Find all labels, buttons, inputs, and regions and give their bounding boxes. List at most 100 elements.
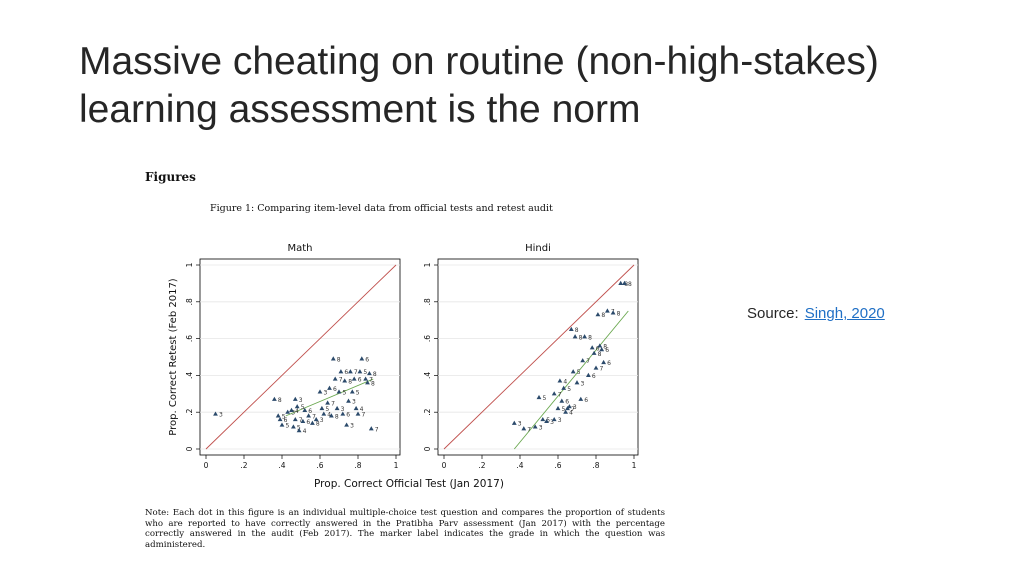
point-label: 6 xyxy=(607,360,611,367)
data-point xyxy=(367,370,372,376)
point-label: 8 xyxy=(588,334,592,341)
point-label: 7 xyxy=(312,413,316,420)
data-point xyxy=(338,369,344,374)
data-point xyxy=(348,369,353,374)
point-label: 5 xyxy=(282,413,286,420)
data-point xyxy=(582,334,587,339)
point-label: 3 xyxy=(573,404,577,411)
point-label: 8 xyxy=(603,343,607,350)
panel-title: Hindi xyxy=(525,243,551,254)
y-tick-label: 1 xyxy=(423,262,432,267)
data-point xyxy=(334,405,340,411)
y-tick-label: .2 xyxy=(185,408,194,415)
data-point xyxy=(355,411,361,416)
point-label: 6 xyxy=(605,347,609,354)
point-label: 3 xyxy=(518,421,522,428)
data-point xyxy=(599,347,605,352)
data-point xyxy=(294,404,300,409)
x-tick-label: .2 xyxy=(240,461,247,470)
x-axis-label: Prop. Correct Official Test (Jan 2017) xyxy=(314,478,504,490)
point-label: 3 xyxy=(350,423,354,430)
point-label: 8 xyxy=(617,310,621,317)
source-link[interactable]: Singh, 2020 xyxy=(804,305,885,322)
data-point xyxy=(544,418,549,423)
data-point xyxy=(570,369,576,374)
data-point xyxy=(357,369,363,374)
y-axis-label: Prop. Correct Retest (Feb 2017) xyxy=(168,278,179,436)
point-label: 4 xyxy=(295,408,299,415)
point-label: 8 xyxy=(337,356,341,363)
data-point xyxy=(601,359,606,365)
point-label: 3 xyxy=(539,424,543,431)
point-label: 7 xyxy=(299,417,303,424)
point-label: 4 xyxy=(303,428,307,435)
data-point xyxy=(351,376,357,381)
point-label: 3 xyxy=(352,399,356,406)
data-point xyxy=(591,350,597,355)
point-label: 7 xyxy=(600,366,604,373)
data-point xyxy=(540,416,546,422)
point-label: 4 xyxy=(327,412,331,419)
data-point xyxy=(300,418,306,423)
data-point xyxy=(521,426,527,431)
data-point xyxy=(365,380,370,385)
point-label: 7 xyxy=(558,391,562,398)
point-label: 6 xyxy=(358,377,362,384)
y-tick-label: 0 xyxy=(423,446,432,451)
point-label: 3 xyxy=(581,380,585,387)
data-point xyxy=(327,385,332,390)
point-label: 3 xyxy=(341,406,345,413)
point-label: 3 xyxy=(558,417,562,424)
reference-line xyxy=(205,264,397,450)
point-label: 7 xyxy=(369,377,373,384)
slide-title: Massive cheating on routine (non-high-st… xyxy=(79,40,879,131)
point-label: 6 xyxy=(584,397,588,404)
data-point xyxy=(336,389,342,394)
point-label: 3 xyxy=(219,412,223,419)
data-point xyxy=(313,416,319,422)
point-label: 7 xyxy=(527,426,531,433)
data-point xyxy=(325,400,330,405)
point-label: 6 xyxy=(596,345,600,352)
point-label: 3 xyxy=(324,389,328,396)
x-tick-label: 1 xyxy=(632,461,637,470)
y-tick-label: 0 xyxy=(185,446,194,451)
data-point xyxy=(310,420,315,425)
point-label: 4 xyxy=(563,378,567,385)
data-point xyxy=(319,405,325,411)
source-label: Source: xyxy=(747,305,799,322)
x-tick-label: 0 xyxy=(442,461,447,470)
data-point xyxy=(330,356,336,361)
data-point xyxy=(346,398,351,403)
data-point xyxy=(597,343,603,348)
data-point xyxy=(292,396,298,401)
data-point xyxy=(568,326,574,331)
data-point xyxy=(277,416,283,422)
point-label: 8 xyxy=(335,413,339,420)
point-label: 8 xyxy=(348,378,352,385)
y-tick-label: .8 xyxy=(185,298,194,305)
point-label: 7 xyxy=(331,401,335,408)
data-point xyxy=(279,422,285,427)
data-point xyxy=(275,413,281,418)
point-label: 6 xyxy=(306,419,310,426)
data-point xyxy=(296,428,302,433)
y-tick-label: .4 xyxy=(423,372,432,379)
point-label: 3 xyxy=(291,410,295,417)
point-label: 5 xyxy=(543,395,547,402)
figures-heading: Figures xyxy=(145,170,196,184)
data-point xyxy=(551,416,557,422)
figure-caption: Figure 1: Comparing item-level data from… xyxy=(210,203,553,214)
data-point xyxy=(292,416,298,422)
point-label: 6 xyxy=(344,369,348,376)
data-point xyxy=(359,356,365,361)
data-point xyxy=(342,378,348,383)
point-label: 6 xyxy=(365,356,369,363)
fit-line xyxy=(513,310,629,450)
point-label: 8 xyxy=(601,312,605,319)
x-tick-label: .2 xyxy=(478,461,485,470)
data-point xyxy=(285,409,291,414)
point-label: 8 xyxy=(373,371,377,378)
point-label: 5 xyxy=(343,389,347,396)
data-point xyxy=(589,345,595,350)
